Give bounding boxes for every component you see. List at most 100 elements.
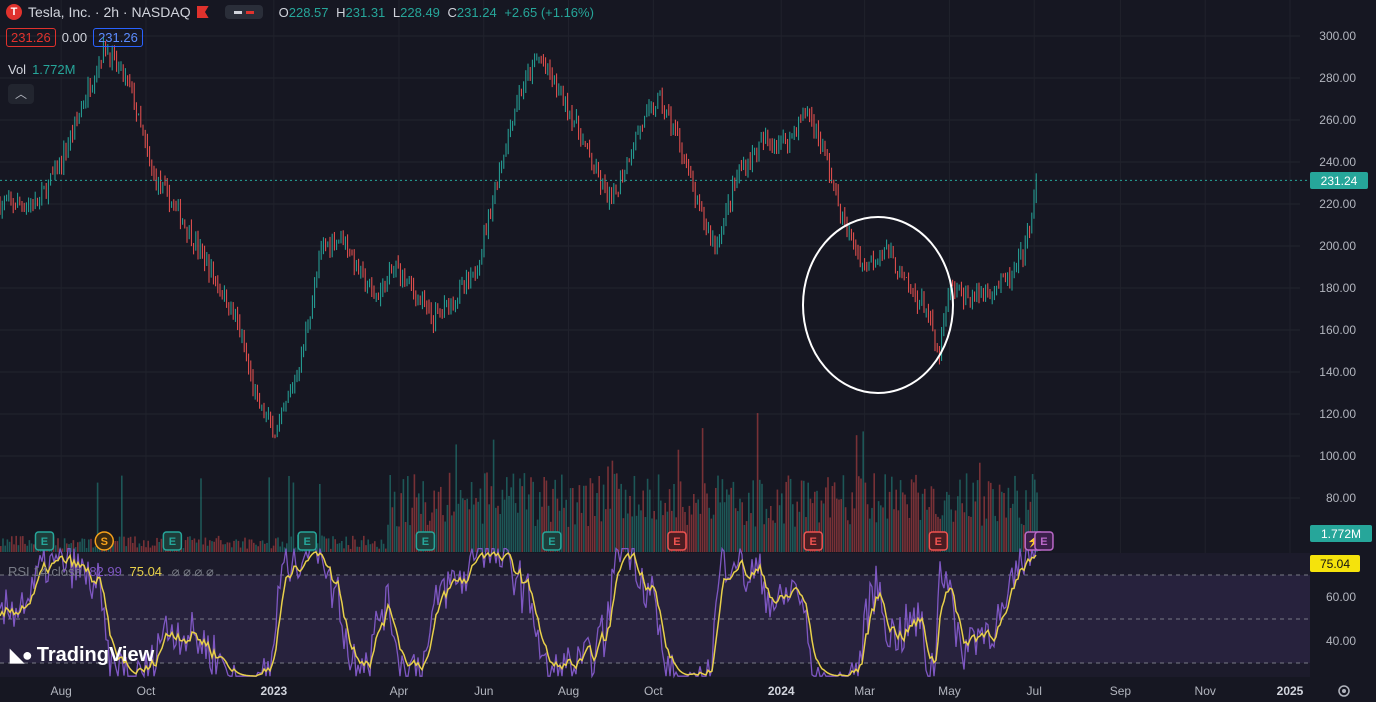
event-marker-label: E	[169, 536, 176, 548]
volume-bar	[640, 510, 642, 552]
volume-bar	[737, 511, 739, 552]
symbol-title[interactable]: Tesla, Inc. · 2h · NASDAQ	[28, 4, 191, 20]
volume-bar	[510, 487, 512, 552]
price-tick-label: 240.00	[1319, 155, 1356, 169]
volume-bar	[239, 547, 242, 552]
volume-bar	[972, 482, 974, 552]
volume-bar	[206, 545, 209, 552]
rsi-ma-line	[0, 550, 1037, 677]
volume-bar	[653, 510, 655, 552]
volume-bar	[781, 493, 783, 552]
volume-bar	[862, 431, 864, 552]
volume-bar	[145, 547, 147, 552]
volume-bar	[840, 499, 842, 552]
volume-bar	[1036, 492, 1038, 552]
volume-bar	[242, 541, 244, 552]
rsi-tick-label: 60.00	[1326, 590, 1356, 604]
volume-bar	[158, 541, 160, 552]
settings-gear-icon[interactable]	[1338, 685, 1350, 697]
time-tick-label: Mar	[854, 684, 875, 698]
event-marker: E	[415, 531, 436, 551]
volume-bar	[622, 518, 625, 552]
volume-bar	[294, 547, 297, 552]
volume-bar	[979, 462, 981, 552]
volume-bar	[356, 546, 358, 552]
volume-label: Vol	[8, 62, 27, 77]
volume-bar	[545, 480, 548, 552]
volume-bar	[607, 466, 609, 552]
volume-bar	[2, 538, 4, 552]
volume-bar	[838, 499, 840, 552]
flag-icon[interactable]	[196, 6, 209, 18]
time-axis[interactable]: Aug Oct 2023 Apr Jun Aug Oct 2024 Mar May Jul Sep No…	[50, 684, 1303, 698]
volume-bar	[635, 515, 638, 552]
volume-bar	[11, 536, 13, 552]
volume-bar	[572, 488, 574, 552]
volume-bar	[213, 541, 215, 552]
volume-bar	[583, 485, 585, 552]
volume-bar	[327, 538, 330, 552]
price-axis[interactable]: 300.00 280.00 260.00 240.00 220.00 200.00 180.…	[1319, 29, 1356, 505]
volume-bar	[532, 481, 534, 552]
volume-bar	[57, 538, 59, 552]
volume-bar	[83, 538, 86, 552]
spread-value: 0.00	[61, 30, 88, 45]
sell-button[interactable]: 231.26	[6, 28, 56, 47]
volume-bar	[360, 540, 363, 552]
volume-bar	[893, 509, 895, 552]
volume-bar	[0, 546, 2, 552]
volume-bar	[121, 475, 123, 552]
volume-bar	[662, 515, 664, 552]
volume-bar	[708, 507, 710, 552]
volume-bars	[0, 413, 1038, 552]
volume-bar	[884, 474, 886, 552]
volume-bar	[547, 505, 550, 552]
volume-bar	[367, 539, 369, 552]
volume-bar	[919, 519, 922, 552]
volume-bar	[444, 521, 446, 552]
volume-bar	[22, 536, 24, 552]
hand-drawn-circle	[802, 216, 954, 394]
volume-bar	[602, 484, 605, 552]
volume-bar	[187, 536, 189, 552]
volume-bar	[992, 489, 994, 552]
volume-bar	[686, 524, 688, 552]
volume-bar	[442, 515, 444, 552]
volume-bar	[855, 435, 858, 552]
collapse-chevron-icon[interactable]: ︿	[8, 84, 34, 104]
price-tick-label: 120.00	[1319, 407, 1356, 421]
volume-bar	[259, 541, 262, 552]
volume-bar	[156, 537, 158, 552]
volume-bar	[849, 524, 851, 552]
indicator-toggle-icon[interactable]	[224, 5, 263, 19]
volume-bar	[704, 483, 706, 552]
event-marker: E	[1034, 531, 1054, 551]
event-marker: E	[542, 531, 562, 551]
volume-bar	[517, 512, 519, 552]
volume-bar	[455, 444, 457, 552]
volume-bar	[871, 507, 873, 552]
volume-bar	[763, 524, 765, 552]
price-tick-label: 260.00	[1319, 113, 1356, 127]
volume-bar	[466, 498, 468, 552]
volume-bar	[343, 548, 345, 552]
volume-bar	[963, 512, 966, 552]
buy-button[interactable]: 231.26	[93, 28, 143, 47]
volume-bar	[433, 490, 435, 552]
volume-bar	[723, 502, 726, 552]
volume-bar	[787, 475, 790, 552]
volume-bar	[4, 545, 6, 552]
volume-bar	[816, 490, 818, 552]
volume-bar	[994, 515, 996, 552]
volume-bar	[92, 547, 94, 552]
volume-bar	[761, 483, 763, 552]
tesla-logo-icon: T	[6, 4, 22, 20]
volume-bar	[789, 478, 792, 552]
volume-bar	[81, 538, 83, 552]
volume-bar	[776, 489, 779, 552]
volume-bar	[699, 513, 702, 552]
volume-bar	[198, 539, 200, 552]
volume-bar	[200, 478, 202, 552]
